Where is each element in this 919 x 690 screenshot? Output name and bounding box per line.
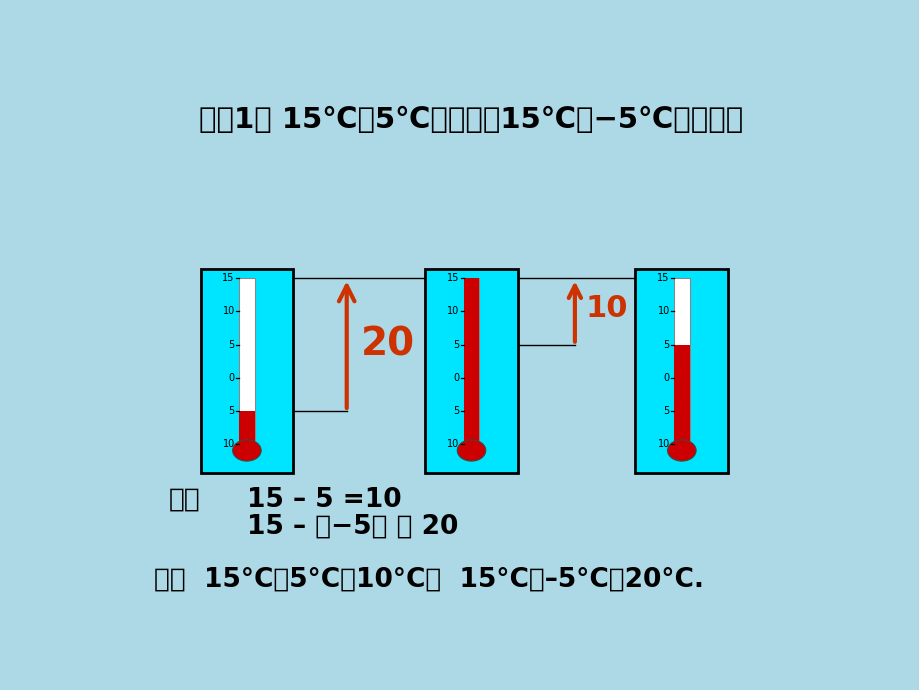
Text: 问题1： 15℃比5℃高多少？15℃比−5℃高多少？: 问题1： 15℃比5℃高多少？15℃比−5℃高多少？: [199, 106, 743, 134]
Text: 10: 10: [585, 295, 628, 324]
Text: 15: 15: [222, 273, 234, 284]
Text: 5: 5: [453, 339, 459, 350]
Bar: [239, 278, 255, 444]
Circle shape: [667, 440, 696, 461]
Text: 10: 10: [657, 439, 669, 449]
Text: 5: 5: [663, 406, 669, 416]
Circle shape: [457, 440, 485, 461]
Text: 0: 0: [453, 373, 459, 383]
Text: 15 – （−5） ＝ 20: 15 – （−5） ＝ 20: [246, 513, 458, 540]
Bar: [239, 411, 255, 444]
Bar: [463, 278, 479, 444]
Text: 10: 10: [222, 439, 234, 449]
Text: 5: 5: [453, 406, 459, 416]
Bar: [463, 278, 479, 444]
Text: 5: 5: [228, 339, 234, 350]
Text: 15: 15: [447, 273, 459, 284]
Circle shape: [233, 440, 261, 461]
Bar: [200, 268, 293, 473]
Text: 20: 20: [360, 326, 414, 364]
Bar: [674, 344, 689, 444]
Text: 15: 15: [656, 273, 669, 284]
Text: 10: 10: [657, 306, 669, 317]
Text: 0: 0: [229, 373, 234, 383]
Bar: [635, 268, 728, 473]
Text: 5: 5: [228, 406, 234, 416]
Text: 10: 10: [447, 306, 459, 317]
Bar: [674, 278, 689, 444]
Text: 0: 0: [663, 373, 669, 383]
Bar: [425, 268, 517, 473]
Text: 15 – 5 =10: 15 – 5 =10: [246, 487, 401, 513]
Text: 10: 10: [222, 306, 234, 317]
Text: 解：: 解：: [168, 487, 200, 513]
Text: 5: 5: [663, 339, 669, 350]
Text: 10: 10: [447, 439, 459, 449]
Text: 答：  15°C比5°C高10°C，  15°C比–5°C高20°C.: 答： 15°C比5°C高10°C， 15°C比–5°C高20°C.: [154, 566, 703, 593]
